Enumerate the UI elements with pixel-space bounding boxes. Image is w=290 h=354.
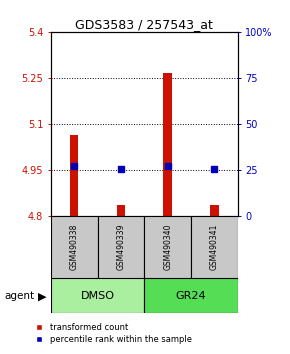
Text: DMSO: DMSO: [81, 291, 115, 301]
Text: GR24: GR24: [176, 291, 206, 301]
Text: ▶: ▶: [38, 291, 46, 301]
Bar: [144, 278, 238, 313]
Legend: transformed count, percentile rank within the sample: transformed count, percentile rank withi…: [27, 319, 195, 347]
Bar: [144, 216, 191, 278]
Text: GSM490340: GSM490340: [163, 224, 172, 270]
Bar: [164, 73, 172, 216]
Bar: [191, 216, 238, 278]
Bar: [97, 216, 144, 278]
Bar: [51, 216, 97, 278]
Text: agent: agent: [4, 291, 35, 301]
Text: GSM490338: GSM490338: [70, 224, 79, 270]
Bar: [210, 205, 219, 216]
Bar: [70, 135, 78, 216]
Bar: [51, 278, 144, 313]
Bar: [117, 205, 125, 216]
Text: GSM490339: GSM490339: [116, 224, 125, 270]
Text: GSM490341: GSM490341: [210, 224, 219, 270]
Title: GDS3583 / 257543_at: GDS3583 / 257543_at: [75, 18, 213, 31]
